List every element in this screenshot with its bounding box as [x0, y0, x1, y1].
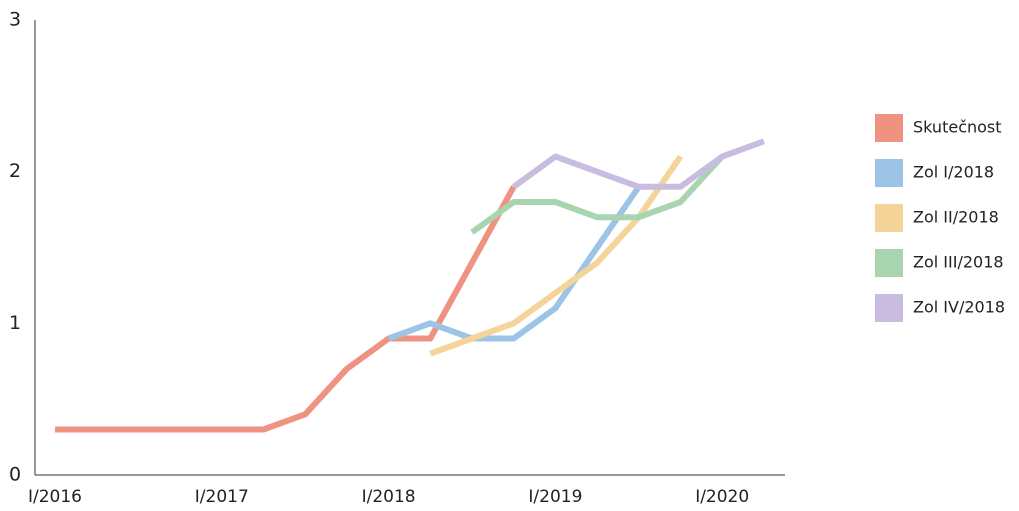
legend-swatch	[875, 159, 903, 187]
legend-label: Zol I/2018	[913, 163, 994, 182]
legend-label: Skutečnost	[913, 118, 1002, 137]
legend-swatch	[875, 249, 903, 277]
legend-swatch	[875, 114, 903, 142]
y-tick-label: 3	[9, 9, 21, 31]
y-tick-label: 0	[9, 464, 21, 486]
legend-label: Zol IV/2018	[913, 298, 1005, 317]
y-tick-label: 2	[9, 160, 21, 182]
line	[55, 185, 517, 433]
legend-label: Zol III/2018	[913, 253, 1004, 272]
x-tick-label: I/2019	[528, 487, 582, 507]
x-tick-label: I/2016	[28, 487, 82, 507]
legend-label: Zol II/2018	[913, 208, 999, 227]
x-tick-label: I/2020	[695, 487, 749, 507]
legend-swatch	[875, 204, 903, 232]
legend-swatch	[875, 294, 903, 322]
x-tick-label: I/2017	[195, 487, 249, 507]
x-tick-label: I/2018	[362, 487, 416, 507]
line	[387, 185, 642, 342]
line	[511, 138, 765, 190]
y-tick-label: 1	[9, 312, 21, 334]
line	[470, 154, 725, 235]
